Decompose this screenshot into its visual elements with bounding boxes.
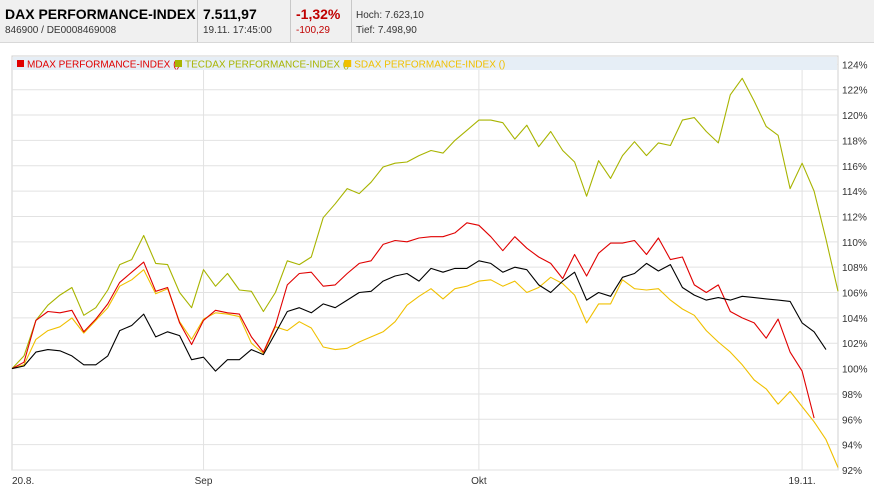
change-absolute: -100,29 <box>296 25 330 36</box>
y-tick-label: 116% <box>842 162 867 173</box>
x-tick-label: 19.11. <box>789 476 816 487</box>
last-price: 7.511,97 <box>203 6 257 22</box>
high-low-cell: Hoch: 7.623,10 Tief: 7.498,90 <box>352 0 462 42</box>
y-tick-label: 104% <box>842 314 868 325</box>
legend-swatch-sdax <box>344 60 352 67</box>
legend-label-mdax: MDAX PERFORMANCE-INDEX () <box>27 60 180 71</box>
series-line-dax <box>11 260 827 372</box>
legend-swatch-mdax <box>17 60 24 67</box>
y-tick-label: 106% <box>842 289 868 300</box>
y-tick-label: 122% <box>842 86 868 97</box>
day-low: Tief: 7.498,90 <box>356 25 417 36</box>
y-tick-label: 118% <box>842 136 867 147</box>
x-tick-label: Okt <box>471 476 487 487</box>
quote-datetime: 19.11. 17:45:00 <box>203 25 272 36</box>
series-line-tecdax <box>11 77 839 369</box>
y-tick-label: 114% <box>842 187 867 198</box>
legend-label-tecdax: TECDAX PERFORMANCE-INDEX () <box>185 60 349 71</box>
y-tick-label: 96% <box>842 415 862 426</box>
legend-bar <box>13 57 837 70</box>
price-cell: 7.511,97 19.11. 17:45:00 <box>198 0 291 42</box>
legend-swatch-tecdax <box>175 60 182 67</box>
y-tick-label: 102% <box>842 339 868 350</box>
change-percent: -1,32% <box>296 6 341 22</box>
change-cell: -1,32% -100,29 <box>291 0 352 42</box>
y-tick-label: 108% <box>842 263 868 274</box>
y-tick-label: 110% <box>842 238 867 249</box>
index-title: DAX PERFORMANCE-INDEX <box>5 6 196 22</box>
quote-header: DAX PERFORMANCE-INDEX 846900 / DE0008469… <box>0 0 874 43</box>
x-tick-label: Sep <box>195 476 213 487</box>
y-tick-label: 92% <box>842 466 862 477</box>
performance-chart: 124% 122% 120% 118% 116% 114% 112% 110% 108% 106%… <box>11 55 868 487</box>
y-tick-label: 94% <box>842 441 862 452</box>
index-ids: 846900 / DE0008469008 <box>5 25 117 36</box>
y-tick-label: 100% <box>842 365 868 376</box>
y-tick-label: 120% <box>842 111 868 122</box>
series-line-mdax <box>11 222 815 419</box>
series-line-sdax <box>11 269 839 468</box>
y-tick-label: 124% <box>842 60 868 71</box>
x-tick-label: 20.8. <box>12 476 34 487</box>
day-high: Hoch: 7.623,10 <box>356 10 424 21</box>
plot-area <box>11 55 839 471</box>
index-name-cell: DAX PERFORMANCE-INDEX 846900 / DE0008469… <box>0 0 198 42</box>
y-tick-label: 98% <box>842 390 862 401</box>
legend-label-sdax: SDAX PERFORMANCE-INDEX () <box>354 60 505 71</box>
y-tick-label: 112% <box>842 212 867 223</box>
